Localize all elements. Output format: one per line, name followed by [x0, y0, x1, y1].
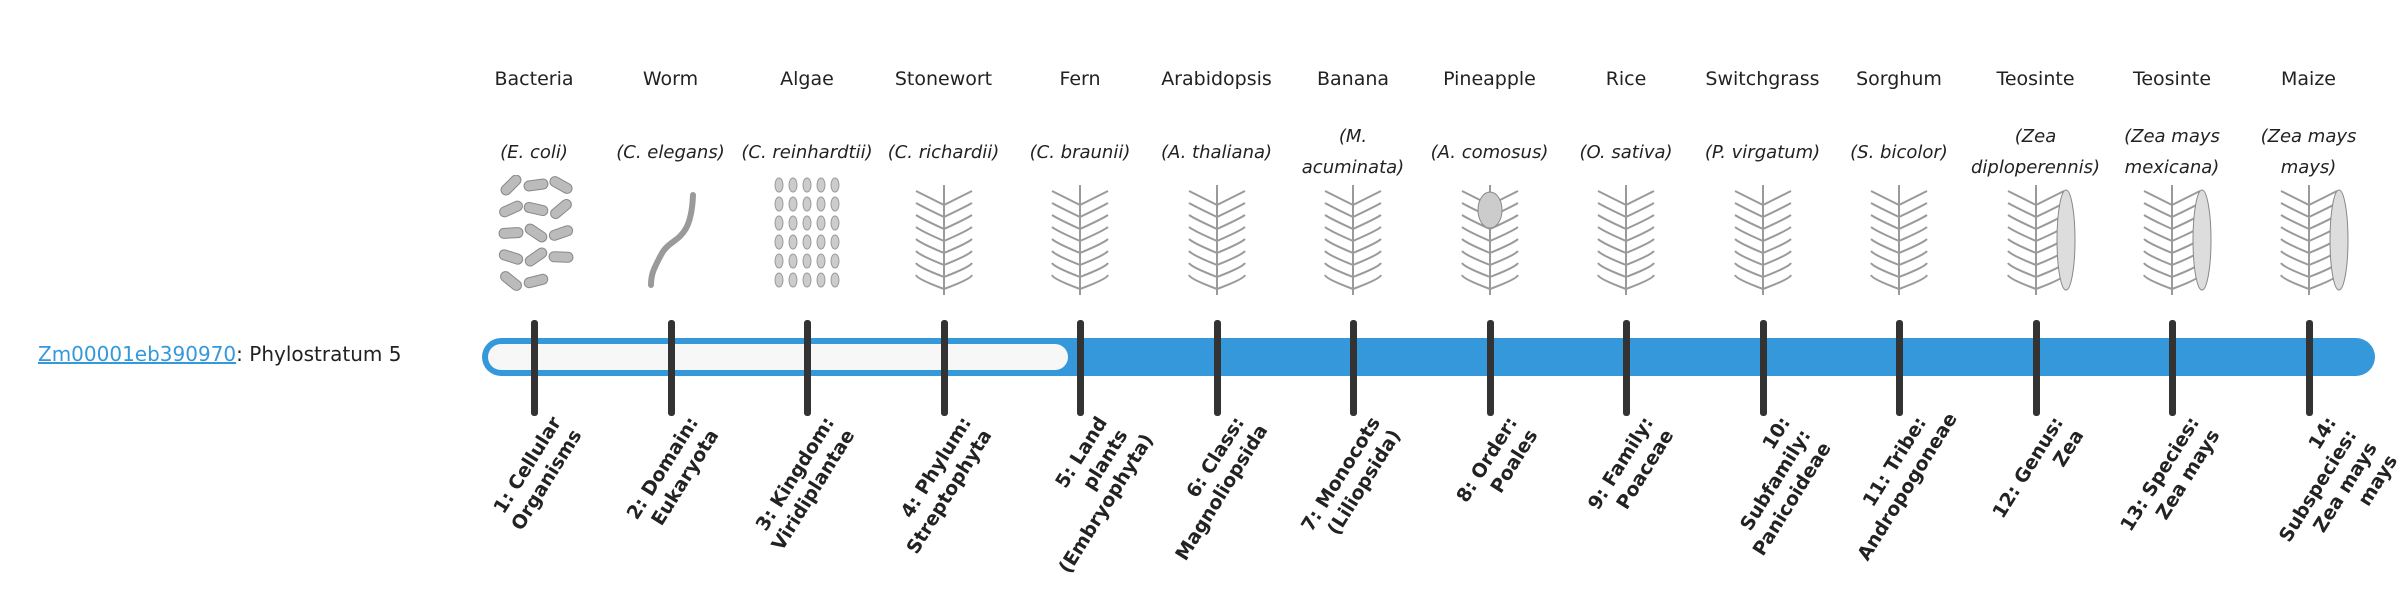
organism-species: (Zea diploperennis) — [1970, 126, 2101, 178]
gene-label: Zm00001eb390970: Phylostratum 5 — [38, 342, 401, 366]
organism-species: (O. sativa) — [1579, 141, 1673, 163]
stratum-label: 8: Order: Poales — [1451, 412, 1542, 507]
worm-icon — [603, 175, 739, 300]
stratum-tick[interactable] — [1350, 320, 1357, 416]
phylostratum-bar — [482, 338, 2375, 376]
stratum-tick[interactable] — [2305, 320, 2313, 416]
stratum-tick[interactable] — [667, 320, 675, 416]
teosinte-icon — [1968, 175, 2104, 300]
organism-name: Sorghum — [1856, 68, 1942, 90]
organism-name: Fern — [1059, 68, 1101, 90]
stratum-label: 9: Family: Poaceae — [1583, 412, 1679, 514]
stratum-tick[interactable] — [1486, 320, 1494, 416]
organism-species: (C. richardii) — [887, 141, 1000, 163]
organism-name: Teosinte — [2132, 68, 2212, 90]
pineapple-icon — [1422, 175, 1558, 300]
organism-name: Maize — [2281, 68, 2336, 90]
maize-icon — [2241, 175, 2377, 300]
organism-species: (A. comosus) — [1430, 141, 1549, 163]
stonewort-icon — [876, 175, 1012, 300]
sorghum-icon — [1831, 175, 1967, 300]
organism-species: (C. elegans) — [616, 141, 725, 163]
stratum-label: 6: Class: Magnoliopsida — [1170, 412, 1272, 565]
stratum-label: 7: Monocots (Liliopsida) — [1297, 412, 1406, 540]
stratum-tick[interactable] — [1213, 320, 1221, 416]
stratum-label: 10: Subfamily: Panicoideae — [1735, 412, 1836, 560]
stratum-tick[interactable] — [531, 320, 538, 416]
stratum-label: 4: Phylum: Streptophyta — [896, 412, 996, 558]
organism-name: Arabidopsis — [1161, 68, 1272, 90]
stratum-label: 11: Tribe: Andropogoneae — [1853, 408, 1962, 565]
gene-link[interactable]: Zm00001eb390970 — [38, 342, 237, 366]
teosinte-icon — [2104, 175, 2240, 300]
stratum-tick[interactable] — [1623, 320, 1630, 416]
stratum-label: 13: Species: Zea mays — [2116, 412, 2225, 536]
organism-species: (C. braunii) — [1029, 141, 1131, 163]
stratum-tick[interactable] — [2169, 320, 2176, 416]
switchgrass-icon — [1695, 175, 1831, 300]
stratum-tick[interactable] — [804, 320, 811, 416]
organism-name: Algae — [780, 68, 834, 90]
stratum-tick[interactable] — [940, 320, 948, 416]
algae-icon — [739, 175, 875, 300]
organism-species: (C. reinhardtii) — [741, 141, 873, 163]
organism-name: Teosinte — [1996, 68, 2075, 90]
organism-name: Pineapple — [1443, 68, 1536, 90]
organism-name: Stonewort — [894, 68, 993, 90]
organism-species: (S. bicolor) — [1850, 141, 1948, 163]
arabidopsis-icon — [1149, 175, 1285, 300]
stratum-label: 2: Domain: Eukaryota — [622, 412, 723, 530]
bar-unfilled-segment — [488, 344, 1068, 370]
phylostratum-text: : Phylostratum 5 — [236, 342, 402, 366]
fern-icon — [1012, 175, 1148, 300]
rice-icon — [1558, 175, 1694, 300]
bacteria-icon — [466, 174, 602, 300]
organism-name: Switchgrass — [1705, 68, 1820, 90]
stratum-tick[interactable] — [1077, 320, 1084, 416]
stratum-label: 3: Kingdom: Viridiplantae — [751, 412, 860, 555]
organism-species: (E. coli) — [500, 141, 568, 163]
organism-species: (Zea mays mexicana) — [2124, 126, 2220, 178]
stratum-tick[interactable] — [1759, 320, 1767, 416]
stratum-label: 5: Land plants (Embryophyta) — [1051, 412, 1159, 578]
banana-icon — [1285, 175, 1421, 300]
stratum-label: 1: Cellular Organisms — [489, 412, 587, 535]
organism-species: (P. virgatum) — [1704, 141, 1821, 163]
organism-species: (Zea mays mays) — [2260, 126, 2357, 178]
stratum-tick[interactable] — [2032, 320, 2040, 416]
organism-species: (M. acuminata) — [1301, 126, 1405, 178]
organism-name: Bacteria — [494, 68, 574, 90]
organism-name: Banana — [1316, 68, 1390, 90]
organism-species: (A. thaliana) — [1160, 141, 1273, 163]
organism-name: Rice — [1605, 68, 1647, 90]
stratum-label: 12: Genus: Zea — [1987, 412, 2088, 523]
organism-name: Worm — [642, 68, 699, 90]
stratum-label: 14: Subspecies: Zea mays mays — [2274, 412, 2400, 547]
stratum-tick[interactable] — [1896, 320, 1903, 416]
